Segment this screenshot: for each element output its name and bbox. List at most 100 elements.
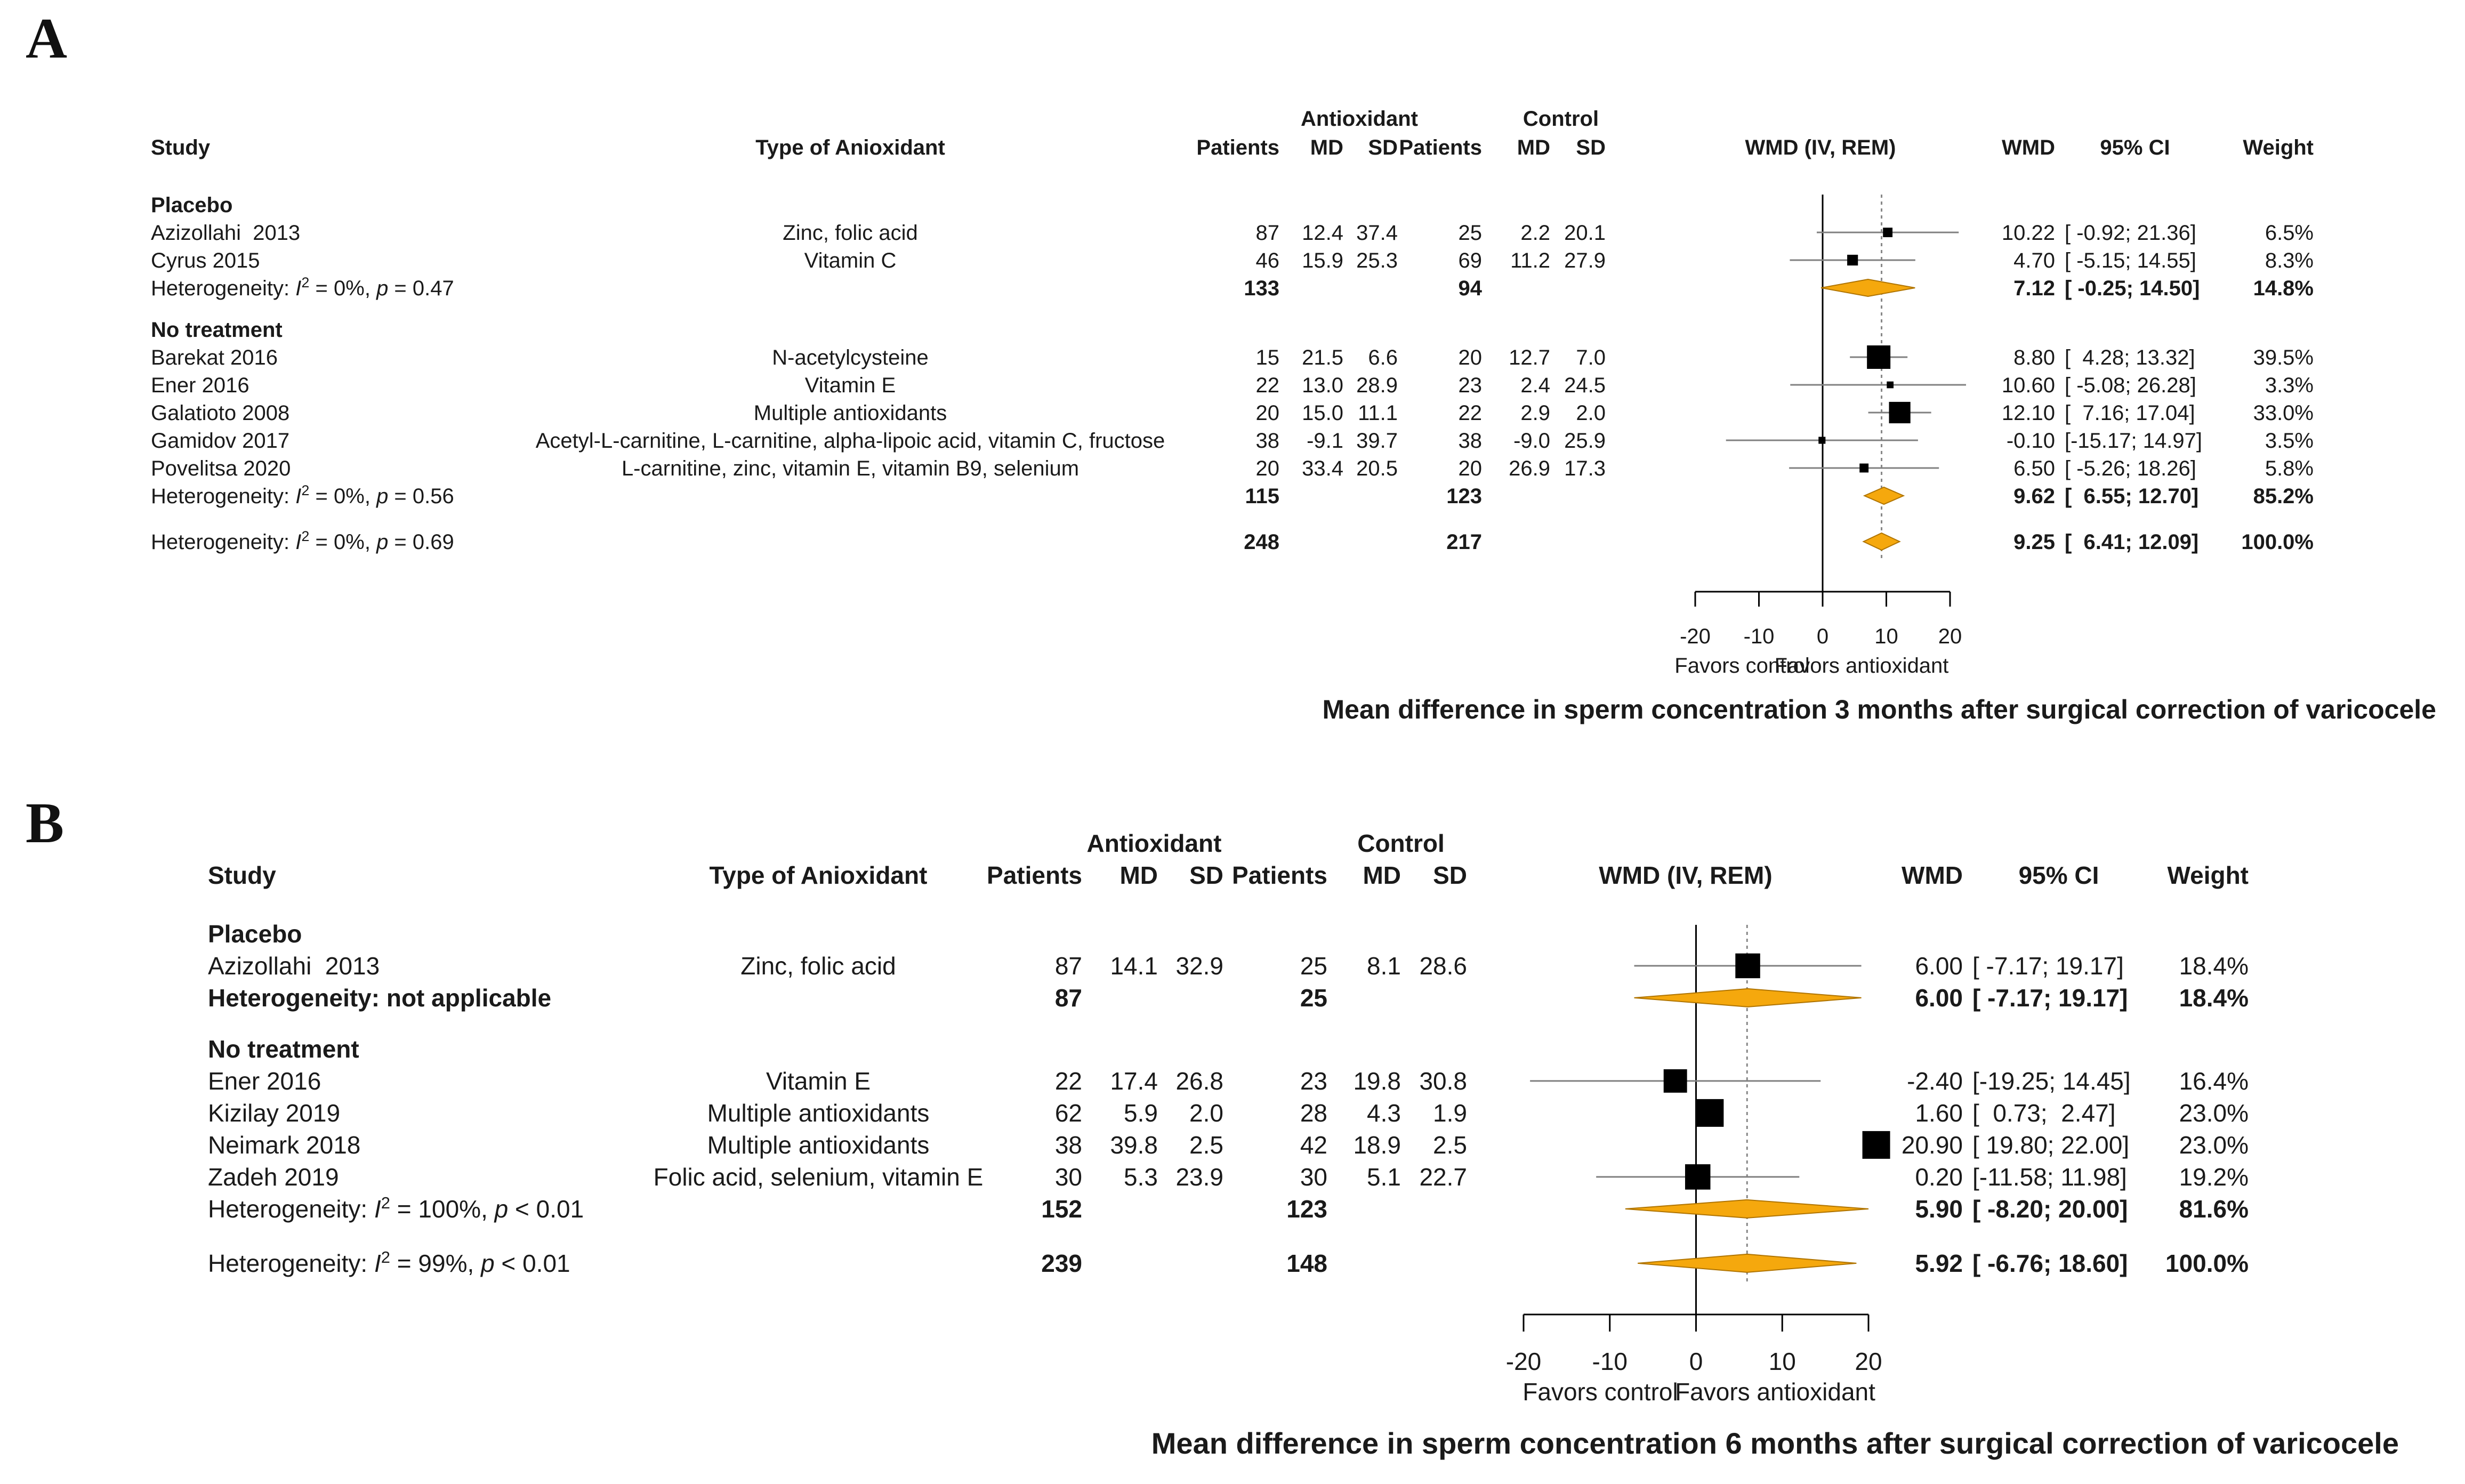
control-sd: 2.5 [1433,1131,1467,1159]
effect-box [1883,228,1893,237]
antioxidant-patients: 15 [1256,346,1280,369]
subtotal-row: Heterogeneity: I2 = 100%, p < 0.01 152 123… [208,1193,2249,1223]
x-tick-label: 20 [1855,1348,1882,1375]
x-tick-label: 0 [1689,1348,1703,1375]
antioxidant-patients: 115 [1245,485,1279,508]
header-control-md: MD [1517,136,1550,159]
antioxidant-patients: 248 [1244,530,1279,554]
wmd-value: 20.90 [1902,1131,1963,1159]
subgroup-diamond [1625,1199,1869,1219]
study-row: Galatioto 2008 Multiple antioxidants 15.0 1… [151,401,2314,425]
control-patients: 23 [1300,1067,1327,1095]
subgroup-diamond [1634,988,1862,1007]
x-tick-label: -20 [1680,625,1711,648]
wmd-value: 7.12 [2013,277,2055,300]
header-wmd: WMD [2002,136,2055,159]
antioxidant-md: 12.4 [1302,221,1343,245]
antioxidant-patients: 38 [1256,429,1280,453]
control-md: 19.8 [1353,1067,1401,1095]
effect-box [1735,953,1760,979]
wmd-value: 10.60 [2002,374,2055,397]
weight-value: 8.3% [2265,249,2314,272]
antioxidant-sd: 11.1 [1358,401,1398,425]
ci-value: [ 7.16; 17.04] [2065,401,2195,425]
header-type: Type of Anioxidant [755,136,945,159]
header-plot: WMD (IV, REM) [1745,136,1896,159]
control-sd: 17.3 [1564,457,1606,480]
subgroup-diamond [1863,486,1905,505]
weight-value: 16.4% [2179,1067,2249,1095]
group-row: Placebo [151,193,232,217]
antioxidant-sd: 28.9 [1356,374,1398,397]
study-name: Zadeh 2019 [208,1163,339,1191]
antioxidant-patients: 38 [1055,1131,1082,1159]
panel-letter: A [26,7,67,70]
ci-value: [ -0.92; 21.36] [2065,221,2196,245]
x-tick-label: 0 [1817,625,1828,648]
study-name: Neimark 2018 [208,1131,360,1159]
wmd-value: 6.50 [2013,457,2055,480]
antioxidant-type: Zinc, folic acid [783,221,917,245]
antioxidant-md: 33.4 [1302,457,1343,480]
effect-box [1887,381,1894,389]
control-patients: 69 [1459,249,1483,272]
antioxidant-type: Folic acid, selenium, vitamin E [654,1163,984,1191]
weight-value: 18.4% [2179,952,2249,980]
weight-value: 18.4% [2179,984,2249,1012]
study-name: Cyrus 2015 [151,249,260,272]
heterogeneity-text: Heterogeneity: I2 = 100%, p < 0.01 [208,1193,584,1223]
antioxidant-patients: 22 [1055,1067,1082,1095]
control-md: 18.9 [1353,1131,1401,1159]
study-row: Povelitsa 2020 L-carnitine, zinc, vitamin… [151,457,2314,480]
control-sd: 2.0 [1576,401,1606,425]
control-md: 26.9 [1509,457,1550,480]
antioxidant-sd: 26.8 [1175,1067,1223,1095]
control-sd: 25.9 [1564,429,1606,453]
antioxidant-patients: 133 [1244,277,1279,300]
wmd-value: 5.92 [1915,1249,1963,1277]
forest-panel-b: B Antioxidant Control Study Type of Anioxida… [26,792,2399,1460]
control-md: 2.4 [1520,374,1550,397]
antioxidant-sd: 6.6 [1368,346,1398,369]
effect-box [1889,401,1911,424]
weight-value: 14.8% [2253,277,2314,300]
control-md: 12.7 [1509,346,1550,369]
antioxidant-md: 17.4 [1110,1067,1158,1095]
header-control-sd: SD [1576,136,1606,159]
header-antioxidant-patients: Patients [987,861,1082,889]
antioxidant-patients: 30 [1055,1163,1082,1191]
control-sd: 1.9 [1433,1099,1467,1127]
ci-value: [-15.17; 14.97] [2065,429,2202,453]
heterogeneity-text: Heterogeneity: I2 = 0%, p = 0.69 [151,528,454,554]
antioxidant-sd: 23.9 [1175,1163,1223,1191]
control-md: 11.2 [1510,249,1550,272]
weight-value: 23.0% [2179,1099,2249,1127]
effect-box [1847,254,1858,266]
header-weight: Weight [2168,861,2249,889]
study-row: Cyrus 2015 Vitamin C 15.9 25.3 11.2 27.9 46 69 4… [151,249,2314,272]
effect-box [1696,1099,1724,1127]
antioxidant-md: 39.8 [1110,1131,1158,1159]
antioxidant-md: -9.1 [1307,429,1343,453]
antioxidant-patients: 152 [1041,1195,1082,1223]
header-antioxidant-sd: SD [1368,136,1398,159]
control-sd: 24.5 [1564,374,1606,397]
antioxidant-patients: 20 [1256,457,1280,480]
antioxidant-sd: 2.0 [1189,1099,1223,1127]
antioxidant-md: 15.0 [1302,401,1343,425]
favors-control-label: Favors control [1674,654,1809,678]
header-ci: 95% CI [2100,136,2170,159]
antioxidant-type: Multiple antioxidants [707,1099,930,1127]
control-patients: 28 [1300,1099,1327,1127]
control-md: 2.2 [1520,221,1550,245]
header-control-sd: SD [1433,861,1467,889]
wmd-value: 5.90 [1915,1195,1963,1223]
ci-value: [ -8.20; 20.00] [1972,1195,2128,1223]
control-patients: 123 [1286,1195,1327,1223]
plot-title: Mean difference in sperm concentration 6… [1151,1426,2399,1460]
antioxidant-patients: 87 [1055,984,1082,1012]
effect-box [1859,463,1869,473]
ci-value: [ 4.28; 13.32] [2065,346,2195,369]
wmd-value: 6.00 [1915,952,1963,980]
antioxidant-patients: 62 [1055,1099,1082,1127]
